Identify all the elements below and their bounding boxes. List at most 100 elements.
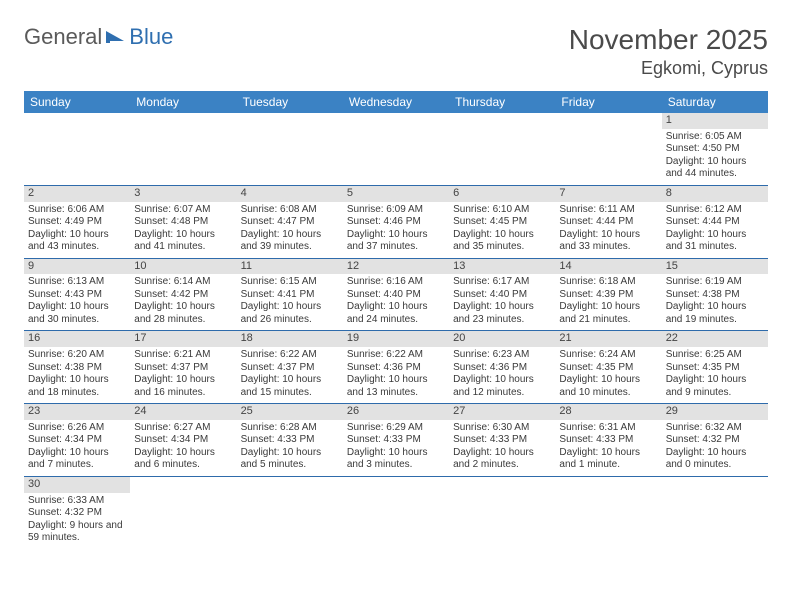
sunset-text: Sunset: 4:38 PM [28,362,126,375]
calendar-cell: 3Sunrise: 6:07 AMSunset: 4:48 PMDaylight… [130,185,236,258]
calendar-cell: 28Sunrise: 6:31 AMSunset: 4:33 PMDayligh… [555,404,661,477]
day-number: 4 [237,186,343,202]
daylight-text: Daylight: 10 hours and 24 minutes. [347,301,445,326]
sunrise-text: Sunrise: 6:26 AM [28,422,126,435]
calendar-cell: 22Sunrise: 6:25 AMSunset: 4:35 PMDayligh… [662,331,768,404]
calendar-cell [449,476,555,548]
daylight-text: Daylight: 10 hours and 35 minutes. [453,229,551,254]
sunset-text: Sunset: 4:50 PM [666,143,764,156]
logo-text-2: Blue [129,24,173,50]
calendar-cell: 5Sunrise: 6:09 AMSunset: 4:46 PMDaylight… [343,185,449,258]
calendar-cell: 24Sunrise: 6:27 AMSunset: 4:34 PMDayligh… [130,404,236,477]
day-number: 23 [24,404,130,420]
day-number: 1 [662,113,768,129]
sunrise-text: Sunrise: 6:21 AM [134,349,232,362]
daylight-text: Daylight: 10 hours and 5 minutes. [241,447,339,472]
day-number: 8 [662,186,768,202]
daylight-text: Daylight: 10 hours and 10 minutes. [559,374,657,399]
calendar-week: 23Sunrise: 6:26 AMSunset: 4:34 PMDayligh… [24,404,768,477]
day-number: 2 [24,186,130,202]
sunset-text: Sunset: 4:41 PM [241,289,339,302]
sunset-text: Sunset: 4:44 PM [666,216,764,229]
sunrise-text: Sunrise: 6:25 AM [666,349,764,362]
sunset-text: Sunset: 4:37 PM [134,362,232,375]
day-number: 27 [449,404,555,420]
daylight-text: Daylight: 10 hours and 23 minutes. [453,301,551,326]
sunset-text: Sunset: 4:34 PM [28,434,126,447]
weekday-header: Sunday [24,91,130,113]
calendar-cell [555,113,661,185]
sunset-text: Sunset: 4:40 PM [347,289,445,302]
sunrise-text: Sunrise: 6:22 AM [241,349,339,362]
logo-flag-icon [106,29,126,45]
weekday-header: Thursday [449,91,555,113]
calendar-cell: 19Sunrise: 6:22 AMSunset: 4:36 PMDayligh… [343,331,449,404]
weekday-header: Friday [555,91,661,113]
calendar-cell: 14Sunrise: 6:18 AMSunset: 4:39 PMDayligh… [555,258,661,331]
daylight-text: Daylight: 10 hours and 6 minutes. [134,447,232,472]
weekday-header: Saturday [662,91,768,113]
daylight-text: Daylight: 10 hours and 41 minutes. [134,229,232,254]
calendar-cell: 21Sunrise: 6:24 AMSunset: 4:35 PMDayligh… [555,331,661,404]
day-number: 3 [130,186,236,202]
sunrise-text: Sunrise: 6:16 AM [347,276,445,289]
sunset-text: Sunset: 4:35 PM [666,362,764,375]
sunset-text: Sunset: 4:33 PM [241,434,339,447]
sunrise-text: Sunrise: 6:15 AM [241,276,339,289]
calendar-cell: 8Sunrise: 6:12 AMSunset: 4:44 PMDaylight… [662,185,768,258]
sunrise-text: Sunrise: 6:18 AM [559,276,657,289]
day-number: 14 [555,259,661,275]
sunset-text: Sunset: 4:32 PM [28,507,126,520]
sunset-text: Sunset: 4:46 PM [347,216,445,229]
sunset-text: Sunset: 4:34 PM [134,434,232,447]
daylight-text: Daylight: 10 hours and 7 minutes. [28,447,126,472]
month-title: November 2025 [569,24,768,56]
calendar-cell [449,113,555,185]
sunset-text: Sunset: 4:33 PM [453,434,551,447]
calendar-cell: 13Sunrise: 6:17 AMSunset: 4:40 PMDayligh… [449,258,555,331]
calendar-table: Sunday Monday Tuesday Wednesday Thursday… [24,91,768,549]
calendar-cell [237,113,343,185]
sunset-text: Sunset: 4:33 PM [347,434,445,447]
calendar-cell [555,476,661,548]
sunset-text: Sunset: 4:49 PM [28,216,126,229]
sunrise-text: Sunrise: 6:29 AM [347,422,445,435]
calendar-week: 2Sunrise: 6:06 AMSunset: 4:49 PMDaylight… [24,185,768,258]
calendar-cell [130,113,236,185]
day-number: 5 [343,186,449,202]
day-number: 7 [555,186,661,202]
sunset-text: Sunset: 4:36 PM [347,362,445,375]
day-number: 11 [237,259,343,275]
day-number: 29 [662,404,768,420]
calendar-cell: 23 Sunrise: 6:26 AMSunset: 4:34 PMDayligh… [24,404,130,477]
calendar-cell: 30Sunrise: 6:33 AMSunset: 4:32 PMDayligh… [24,476,130,548]
calendar-cell: 7Sunrise: 6:11 AMSunset: 4:44 PMDaylight… [555,185,661,258]
sunrise-text: Sunrise: 6:27 AM [134,422,232,435]
calendar-cell [237,476,343,548]
sunrise-text: Sunrise: 6:24 AM [559,349,657,362]
calendar-week: 1Sunrise: 6:05 AMSunset: 4:50 PMDaylight… [24,113,768,185]
daylight-text: Daylight: 10 hours and 33 minutes. [559,229,657,254]
title-block: November 2025 Egkomi, Cyprus [569,24,768,79]
sunrise-text: Sunrise: 6:12 AM [666,204,764,217]
calendar-cell: 16Sunrise: 6:20 AMSunset: 4:38 PMDayligh… [24,331,130,404]
calendar-cell: 20Sunrise: 6:23 AMSunset: 4:36 PMDayligh… [449,331,555,404]
sunrise-text: Sunrise: 6:23 AM [453,349,551,362]
calendar-cell [343,476,449,548]
day-number: 20 [449,331,555,347]
calendar-cell: 18Sunrise: 6:22 AMSunset: 4:37 PMDayligh… [237,331,343,404]
daylight-text: Daylight: 10 hours and 18 minutes. [28,374,126,399]
day-number: 19 [343,331,449,347]
calendar-cell: 25Sunrise: 6:28 AMSunset: 4:33 PMDayligh… [237,404,343,477]
sunrise-text: Sunrise: 6:20 AM [28,349,126,362]
calendar-cell: 29Sunrise: 6:32 AMSunset: 4:32 PMDayligh… [662,404,768,477]
weekday-header: Monday [130,91,236,113]
daylight-text: Daylight: 10 hours and 21 minutes. [559,301,657,326]
day-number: 28 [555,404,661,420]
daylight-text: Daylight: 10 hours and 15 minutes. [241,374,339,399]
calendar-cell [24,113,130,185]
sunset-text: Sunset: 4:40 PM [453,289,551,302]
day-number: 17 [130,331,236,347]
logo: GeneralBlue [24,24,173,50]
day-number: 18 [237,331,343,347]
